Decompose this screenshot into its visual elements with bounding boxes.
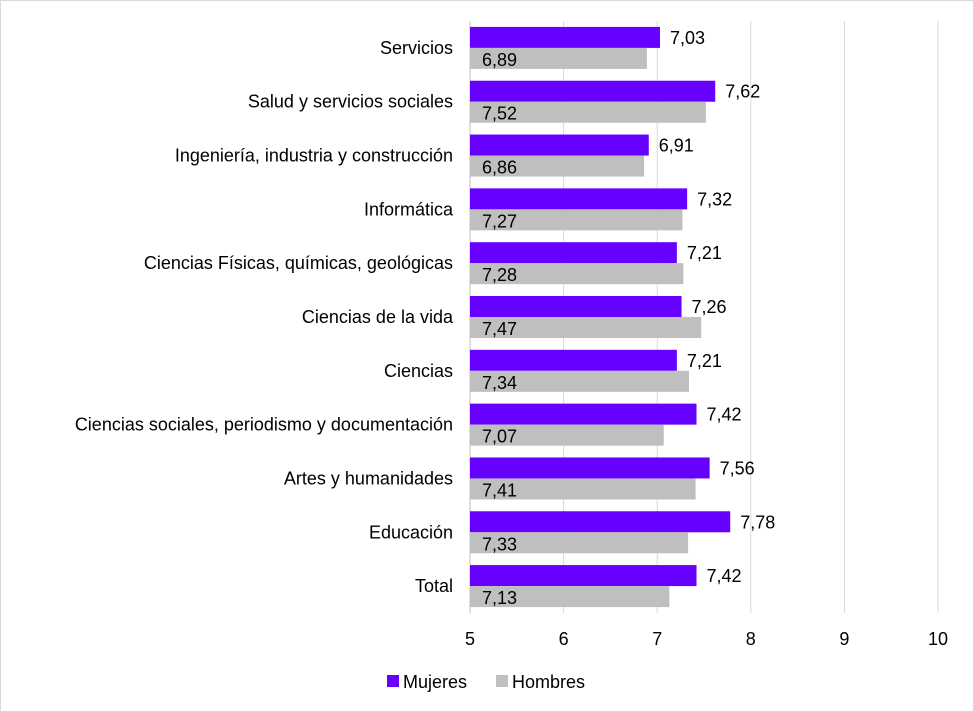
legend-label-mujeres: Mujeres bbox=[403, 672, 467, 692]
data-label-mujeres: 7,42 bbox=[707, 405, 742, 425]
x-tick-label: 8 bbox=[746, 629, 756, 649]
legend-swatch-mujeres bbox=[387, 675, 399, 687]
data-label-mujeres: 7,78 bbox=[740, 512, 775, 532]
bar-hombres bbox=[470, 586, 670, 608]
data-label-hombres: 7,52 bbox=[482, 104, 517, 124]
category-label: Ciencias Físicas, químicas, geológicas bbox=[144, 253, 453, 273]
bar-mujeres bbox=[470, 403, 697, 425]
data-label-mujeres: 7,62 bbox=[725, 82, 760, 102]
bar-mujeres bbox=[470, 242, 677, 264]
data-label-mujeres: 7,56 bbox=[720, 458, 755, 478]
category-label: Total bbox=[415, 576, 453, 596]
bar-hombres bbox=[470, 532, 689, 554]
data-label-hombres: 7,28 bbox=[482, 265, 517, 285]
bar-mujeres bbox=[470, 349, 677, 371]
bar-hombres bbox=[470, 47, 647, 69]
bar-hombres bbox=[470, 478, 696, 500]
category-label: Artes y humanidades bbox=[284, 468, 453, 488]
x-tick-label: 7 bbox=[652, 629, 662, 649]
bar-mujeres bbox=[470, 26, 661, 48]
category-label: Informática bbox=[364, 199, 454, 219]
bar-hombres bbox=[470, 317, 702, 338]
data-label-mujeres: 7,21 bbox=[687, 243, 722, 263]
bar-hombres bbox=[470, 263, 684, 285]
legend-label-hombres: Hombres bbox=[512, 672, 585, 692]
bar-hombres bbox=[470, 155, 645, 177]
data-label-mujeres: 7,03 bbox=[670, 28, 705, 48]
category-label: Ciencias de la vida bbox=[302, 307, 454, 327]
data-label-hombres: 6,86 bbox=[482, 158, 517, 178]
data-label-hombres: 7,27 bbox=[482, 211, 517, 231]
category-label: Servicios bbox=[380, 38, 453, 58]
bar-mujeres bbox=[470, 511, 731, 533]
bar-hombres bbox=[470, 370, 690, 392]
category-label: Ciencias sociales, periodismo y document… bbox=[75, 415, 453, 435]
bar-hombres bbox=[470, 424, 664, 446]
bar-mujeres bbox=[470, 134, 649, 156]
bar-mujeres bbox=[470, 296, 682, 317]
category-label: Salud y servicios sociales bbox=[248, 92, 453, 112]
bar-mujeres bbox=[470, 188, 688, 210]
x-tick-label: 6 bbox=[559, 629, 569, 649]
data-label-hombres: 7,13 bbox=[482, 588, 517, 608]
data-label-mujeres: 7,32 bbox=[697, 189, 732, 209]
data-label-mujeres: 7,42 bbox=[707, 566, 742, 586]
category-label: Ciencias bbox=[384, 361, 453, 381]
category-label: Educación bbox=[369, 522, 453, 542]
bar-mujeres bbox=[470, 457, 710, 479]
data-label-hombres: 7,34 bbox=[482, 373, 517, 393]
x-tick-label: 10 bbox=[928, 629, 948, 649]
x-tick-label: 5 bbox=[465, 629, 475, 649]
bar-mujeres bbox=[470, 565, 697, 587]
bar-hombres bbox=[470, 101, 706, 123]
data-label-hombres: 7,07 bbox=[482, 427, 517, 447]
data-label-mujeres: 7,26 bbox=[692, 297, 727, 317]
data-label-mujeres: 7,21 bbox=[687, 351, 722, 371]
data-label-hombres: 7,33 bbox=[482, 534, 517, 554]
bar-mujeres bbox=[470, 80, 716, 102]
data-label-hombres: 7,41 bbox=[482, 480, 517, 500]
category-label: Ingeniería, industria y construcción bbox=[175, 146, 453, 166]
data-label-mujeres: 6,91 bbox=[659, 136, 694, 156]
x-tick-label: 9 bbox=[839, 629, 849, 649]
bar-hombres bbox=[470, 209, 683, 231]
data-label-hombres: 6,89 bbox=[482, 50, 517, 70]
data-label-hombres: 7,47 bbox=[482, 319, 517, 339]
legend-swatch-hombres bbox=[496, 675, 508, 687]
